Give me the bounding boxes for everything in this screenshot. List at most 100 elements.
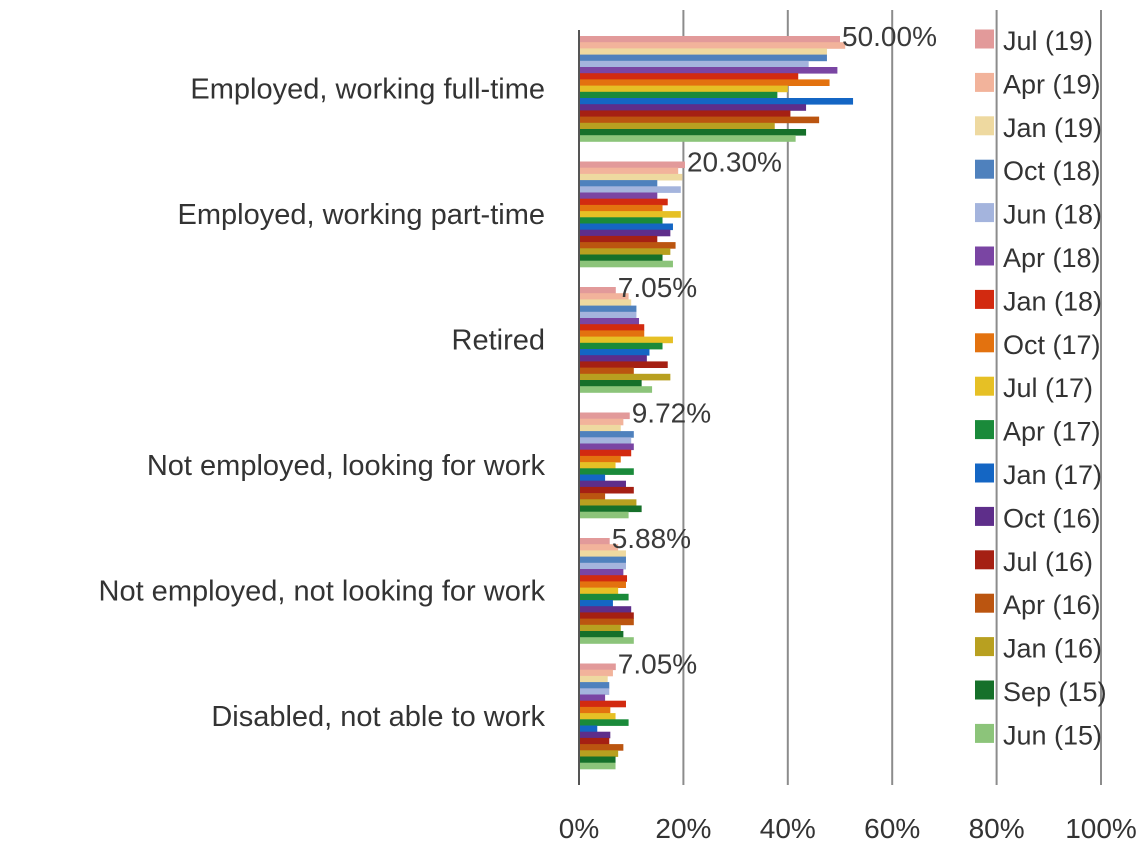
- legend-label: Jul (19): [1003, 26, 1093, 56]
- bar: [579, 437, 632, 444]
- bar: [579, 355, 647, 362]
- legend-label: Jul (17): [1003, 373, 1093, 403]
- bar: [579, 192, 658, 200]
- bar: [579, 455, 621, 463]
- bar: [579, 373, 671, 381]
- bar: [579, 129, 807, 136]
- bar: [579, 737, 610, 745]
- bar: [579, 750, 619, 757]
- bar: [579, 386, 653, 393]
- legend-label: Apr (19): [1003, 69, 1101, 99]
- category-label: Employed, working full-time: [190, 74, 545, 106]
- bar: [579, 449, 632, 457]
- bar: [579, 462, 616, 469]
- legend-swatch: [975, 203, 994, 223]
- bar: [579, 229, 671, 237]
- legend-swatch: [975, 289, 994, 309]
- legend-label: Jan (16): [1003, 634, 1102, 664]
- bar: [579, 486, 634, 494]
- bar: [579, 556, 626, 564]
- legend-swatch: [975, 72, 994, 92]
- legend-label: Jul (16): [1003, 547, 1093, 577]
- legend-label: Jan (19): [1003, 113, 1102, 143]
- bar: [579, 324, 645, 331]
- bar: [579, 217, 663, 224]
- bar: [579, 424, 621, 432]
- bar: [579, 538, 610, 545]
- bar: [579, 67, 838, 74]
- legend-label: Oct (17): [1003, 330, 1101, 360]
- x-tick-label: 100%: [1065, 813, 1137, 844]
- legend-swatch: [975, 29, 994, 49]
- legend-swatch: [975, 680, 994, 700]
- data-label: 9.72%: [632, 398, 711, 429]
- bar: [579, 349, 650, 356]
- data-label: 50.00%: [842, 21, 937, 52]
- category-label: Retired: [452, 325, 546, 357]
- x-tick-label: 40%: [760, 813, 816, 844]
- bar: [579, 544, 619, 551]
- bar: [579, 186, 681, 193]
- category-label: Not employed, not looking for work: [99, 576, 546, 608]
- x-tick-label: 0%: [559, 813, 599, 844]
- bar: [579, 54, 827, 62]
- legend-swatch: [975, 723, 994, 743]
- x-tick-label: 60%: [864, 813, 920, 844]
- legend-label: Jan (17): [1003, 460, 1102, 490]
- bar: [579, 593, 629, 601]
- bar: [579, 694, 606, 702]
- bar: [579, 418, 624, 426]
- bar: [579, 618, 634, 626]
- data-label: 7.05%: [618, 649, 697, 680]
- bar: [579, 511, 629, 519]
- bar: [579, 161, 685, 169]
- bar: [579, 706, 611, 714]
- legend-swatch: [975, 463, 994, 483]
- bar: [579, 85, 788, 93]
- bar: [579, 110, 791, 117]
- bar: [579, 719, 629, 726]
- bar: [579, 744, 624, 751]
- bar: [579, 361, 668, 368]
- bar: [579, 480, 626, 488]
- legend-swatch: [975, 116, 994, 136]
- bar: [579, 688, 610, 695]
- bar: [579, 36, 840, 43]
- data-labels: 50.00% 20.30% 7.05% 9.72% 5.88% 7.05%: [612, 21, 937, 680]
- bar: [579, 336, 673, 344]
- bar: [579, 180, 658, 187]
- legend-swatch: [975, 506, 994, 526]
- bar: [579, 342, 663, 350]
- legend-swatch: [975, 333, 994, 353]
- data-label: 7.05%: [618, 272, 697, 303]
- bar: [579, 637, 634, 644]
- bar: [579, 612, 634, 619]
- bar: [579, 311, 637, 319]
- bar: [579, 91, 778, 99]
- bar: [579, 48, 827, 55]
- bar: [579, 260, 673, 268]
- bar: [579, 569, 624, 576]
- bar: [579, 242, 676, 249]
- bar: [579, 550, 626, 557]
- bar: [579, 198, 668, 206]
- legend: Jul (19) Apr (19) Jan (19) Oct (18) Jun (18)…: [975, 26, 1107, 750]
- bar: [579, 663, 616, 671]
- bar: [579, 600, 613, 607]
- legend-swatch: [975, 159, 994, 179]
- bar: [579, 493, 606, 500]
- bar: [579, 116, 820, 124]
- bar: [579, 204, 663, 212]
- legend-label: Jun (18): [1003, 200, 1102, 230]
- bar: [579, 60, 809, 68]
- bar: [579, 756, 616, 764]
- bar: [579, 330, 645, 337]
- bar: [579, 562, 626, 570]
- legend-label: Apr (17): [1003, 417, 1101, 447]
- legend-label: Apr (16): [1003, 590, 1101, 620]
- data-label: 20.30%: [687, 147, 782, 178]
- bar: [579, 318, 640, 325]
- bar: [579, 167, 679, 175]
- bar: [579, 299, 632, 306]
- bar: [579, 367, 634, 375]
